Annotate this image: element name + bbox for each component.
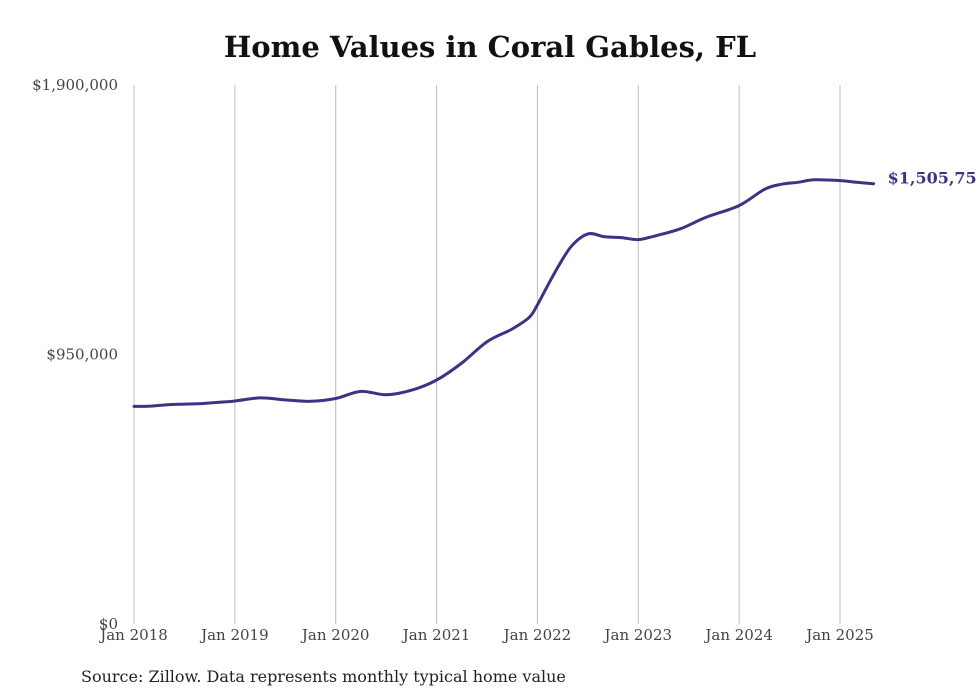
- series-line: [132, 178, 876, 408]
- x-tick-label: Jan 2021: [401, 626, 471, 644]
- y-tick-label: $950,000: [46, 346, 118, 364]
- x-tick-label: Jan 2023: [603, 626, 673, 644]
- source-note: Source: Zillow. Data represents monthly …: [81, 667, 566, 686]
- x-tick-label: Jan 2019: [199, 626, 269, 644]
- y-tick-label: $1,900,000: [32, 76, 118, 94]
- x-tick-label: Jan 2025: [804, 626, 874, 644]
- x-axis-ticks: Jan 2018 Jan 2019 Jan 2020 Jan 2021 Jan 2022…: [98, 626, 874, 644]
- x-tick-label: Jan 2022: [502, 626, 572, 644]
- y-tick-label: $0: [99, 615, 118, 633]
- x-tick-label: Jan 2024: [703, 626, 773, 644]
- x-tick-label: Jan 2018: [98, 626, 168, 644]
- chart-title: Home Values in Coral Gables, FL: [223, 30, 757, 64]
- series-layer: [132, 178, 876, 408]
- y-axis-ticks: $0 $950,000 $1,900,000: [32, 76, 118, 633]
- end-value-label: $1,505,75: [888, 169, 977, 188]
- x-tick-label: Jan 2020: [300, 626, 370, 644]
- gridlines: [133, 85, 841, 624]
